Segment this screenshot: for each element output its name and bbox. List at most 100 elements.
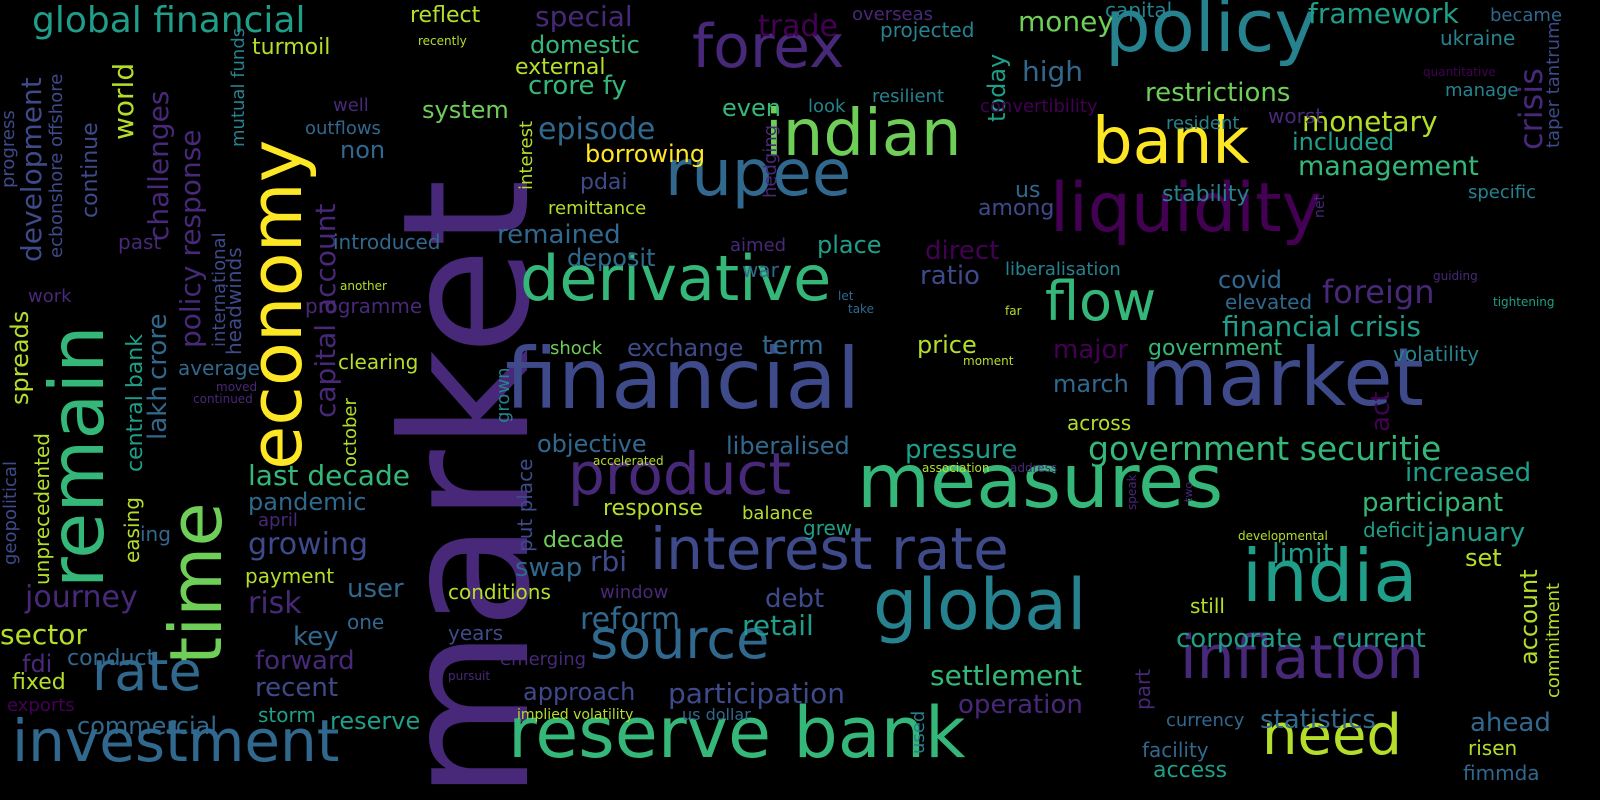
cloud-word: flow: [1045, 270, 1157, 333]
cloud-word: worst: [1268, 104, 1324, 128]
cloud-word: elevated: [1225, 290, 1313, 314]
cloud-word: interest: [516, 120, 537, 190]
cloud-word: objective: [537, 430, 647, 458]
cloud-word: special: [535, 0, 633, 33]
cloud-word: liberalisation: [1005, 259, 1121, 280]
cloud-word: external: [515, 55, 606, 80]
cloud-word: us dollar: [682, 705, 751, 724]
cloud-word: reserve: [330, 707, 421, 735]
cloud-word: key: [293, 622, 339, 652]
cloud-word: forward: [255, 646, 355, 676]
cloud-word: turmoil: [252, 35, 331, 60]
cloud-word: look: [808, 96, 846, 117]
cloud-word: easing: [120, 497, 144, 563]
cloud-word: bank: [1092, 105, 1250, 179]
cloud-word: account: [1515, 569, 1543, 665]
cloud-word: ahead: [1470, 708, 1551, 738]
cloud-word: moved: [216, 380, 258, 394]
cloud-word: corporate: [1176, 624, 1303, 654]
cloud-word: outflows: [305, 118, 381, 139]
cloud-word: policy: [1105, 0, 1317, 68]
cloud-word: limit: [1272, 537, 1334, 570]
cloud-word: march: [1053, 370, 1129, 398]
cloud-word: implied volatility: [517, 707, 634, 723]
cloud-word: international: [209, 232, 230, 347]
cloud-word: lakh: [143, 385, 173, 440]
cloud-word: still: [1190, 594, 1225, 618]
cloud-word: shock: [550, 338, 603, 359]
cloud-word: access: [1153, 758, 1228, 783]
cloud-word: ecb: [46, 225, 67, 258]
cloud-word: forex: [692, 12, 845, 82]
cloud-word: participation: [668, 677, 845, 710]
cloud-word: far: [1005, 304, 1022, 318]
cloud-word: crore: [143, 313, 173, 380]
cloud-word: continue: [78, 122, 103, 218]
cloud-word: storm: [258, 703, 316, 727]
cloud-word: onshore offshore: [46, 73, 67, 225]
cloud-word: central bank: [123, 334, 148, 472]
cloud-word: unprecedented: [30, 433, 54, 585]
cloud-word: window: [600, 582, 669, 603]
cloud-word: global financial: [32, 0, 306, 41]
cloud-word: taper tantrum: [1543, 21, 1564, 148]
cloud-word: remittance: [548, 198, 647, 219]
cloud-word: net: [1312, 195, 1328, 218]
cloud-word: commercial: [77, 712, 217, 740]
cloud-word: financial: [505, 330, 861, 428]
cloud-word: pandemic: [248, 488, 367, 516]
cloud-word: part: [1131, 668, 1155, 710]
cloud-word: moment: [963, 354, 1014, 368]
cloud-word: participant: [1362, 488, 1504, 518]
cloud-word: war: [742, 258, 779, 282]
cloud-word: market: [1140, 331, 1424, 424]
cloud-word: debt: [765, 584, 825, 614]
cloud-word: direct: [925, 236, 1000, 266]
cloud-word: balance: [742, 503, 813, 524]
cloud-word: increased: [1405, 458, 1532, 488]
cloud-word: stability: [1162, 182, 1250, 207]
cloud-word: across: [1067, 411, 1132, 435]
cloud-word: india: [1242, 534, 1418, 618]
cloud-word: foreign: [1322, 273, 1435, 311]
cloud-word: approach: [523, 678, 636, 706]
cloud-word: decade: [543, 528, 624, 553]
cloud-word: aimed: [730, 235, 787, 256]
cloud-word: became: [1490, 5, 1563, 26]
cloud-word: system: [422, 96, 509, 124]
cloud-word: developmental: [1238, 529, 1328, 543]
cloud-word: derivative: [520, 242, 832, 315]
cloud-word: reflect: [410, 3, 481, 28]
cloud-word: recently: [418, 34, 467, 48]
cloud-word: pursuit: [448, 669, 491, 683]
cloud-word: borrowing: [585, 140, 706, 168]
cloud-word: inflation: [1180, 623, 1425, 693]
cloud-word: non: [340, 136, 386, 164]
cloud-word: mutual funds: [228, 27, 249, 147]
cloud-word: reserve bank: [508, 692, 966, 774]
cloud-word: us: [1015, 178, 1041, 203]
cloud-word: conditions: [448, 580, 551, 604]
cloud-word: recent: [255, 673, 339, 703]
cloud-word: conduct: [67, 646, 156, 671]
cloud-word: ing: [140, 522, 171, 546]
cloud-word: measures: [857, 437, 1224, 525]
cloud-word: act: [1366, 391, 1396, 432]
cloud-word: put place: [513, 458, 537, 552]
cloud-word: programme: [305, 294, 423, 318]
cloud-word: challenges: [142, 90, 175, 241]
cloud-word: settlement: [930, 659, 1083, 692]
cloud-word: facility: [1142, 738, 1209, 762]
cloud-word: take: [848, 302, 874, 316]
cloud-word: journey: [25, 580, 138, 615]
cloud-word: deposit: [567, 244, 656, 272]
cloud-word: accelerated: [593, 454, 664, 468]
cloud-word: government: [1148, 336, 1283, 361]
cloud-word: used: [908, 710, 929, 754]
cloud-word: investment: [12, 707, 340, 775]
cloud-word: reform: [580, 602, 681, 637]
cloud-word: among: [978, 196, 1055, 221]
cloud-word: high: [1022, 55, 1084, 88]
cloud-word: average: [178, 356, 260, 380]
cloud-word: commitment: [1543, 582, 1564, 698]
